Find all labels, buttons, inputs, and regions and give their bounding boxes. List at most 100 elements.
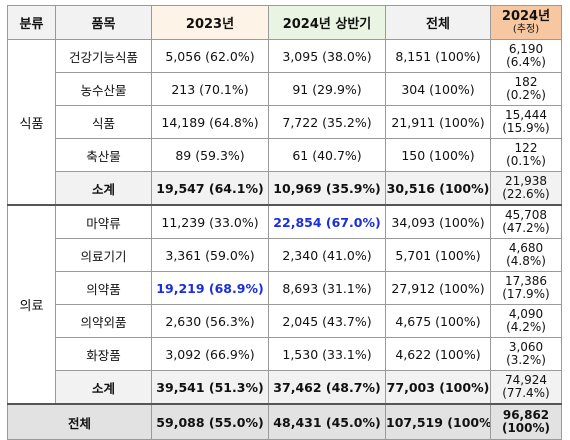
item-cell: 소계 <box>55 370 152 405</box>
item-cell: 소계 <box>55 171 152 206</box>
value-2024-h1: 3,095 (38.0%) <box>268 39 386 73</box>
value-2024-h1: 2,045 (43.7%) <box>268 304 386 338</box>
value-total: 150 (100%) <box>385 138 491 172</box>
value-2024-h1: 91 (29.9%) <box>268 72 386 106</box>
value-total: 4,675 (100%) <box>385 304 491 338</box>
estimate-count: 21,938 <box>505 174 547 188</box>
table-row: 의료 마약류 11,239 (33.0%) 22,854 (67.0%) 34,… <box>7 204 562 405</box>
value-total: 304 (100%) <box>385 72 491 106</box>
item-cell: 건강기능식품 <box>55 39 152 73</box>
value-total: 27,912 (100%) <box>385 271 491 305</box>
header-2023: 2023년 <box>151 5 269 40</box>
grand-total-2024-h1: 48,431 (45.0%) <box>268 403 386 440</box>
value-2023: 89 (59.3%) <box>151 138 269 172</box>
value-2023: 213 (70.1%) <box>151 72 269 106</box>
estimate-share: (3.2%) <box>506 353 546 367</box>
value-2024-h1: 61 (40.7%) <box>268 138 386 172</box>
header-2024-estimate-year: 2024년 <box>501 8 551 24</box>
value-2023: 2,630 (56.3%) <box>151 304 269 338</box>
estimate-count: 6,190 <box>508 42 544 56</box>
value-2024-estimate: 6,190 (6.4%) <box>490 39 562 73</box>
header-2024-estimate-note: (추정) <box>512 23 540 35</box>
value-2023-highlight: 19,219 (68.9%) <box>151 271 269 305</box>
value-2024-estimate: 4,090 (4.2%) <box>490 304 562 338</box>
grand-total-label: 전체 <box>7 403 152 440</box>
value-total: 34,093 (100%) <box>385 204 491 239</box>
value-total: 8,151 (100%) <box>385 39 491 73</box>
item-cell: 의약품 <box>55 271 152 305</box>
estimate-count: 4,680 <box>508 241 544 255</box>
value-total: 77,003 (100%) <box>385 370 491 405</box>
item-cell: 화장품 <box>55 337 152 371</box>
estimate-count: 96,862 <box>502 408 550 422</box>
value-2023: 5,056 (62.0%) <box>151 39 269 73</box>
value-2024-estimate: 17,386 (17.9%) <box>490 271 562 305</box>
estimate-count: 122 <box>514 141 538 155</box>
estimate-count: 74,924 <box>505 373 547 387</box>
estimate-share: (22.6%) <box>502 187 550 201</box>
value-2024-h1-highlight: 22,854 (67.0%) <box>268 204 386 239</box>
header-2024-h1: 2024년 상반기 <box>268 5 386 40</box>
table-row: 농수산물 213 (70.1%) 91 (29.9%) 304 (100%) 1… <box>8 72 562 106</box>
estimate-share: (47.2%) <box>502 221 550 235</box>
value-2024-estimate: 122 (0.1%) <box>490 138 562 172</box>
estimate-count: 182 <box>514 75 538 89</box>
estimate-share: (100%) <box>501 421 551 435</box>
grand-total-total: 107,519 (100%) <box>385 403 491 440</box>
value-2024-estimate: 15,444 (15.9%) <box>490 105 562 139</box>
item-cell: 마약류 <box>55 204 152 239</box>
value-2024-estimate: 182 (0.2%) <box>490 72 562 106</box>
table-row: 식품 건강기능식품 5,056 (62.0%) 3,095 (38.0%) 8,… <box>7 39 562 206</box>
table-row: 축산물 89 (59.3%) 61 (40.7%) 150 (100%) 122… <box>8 138 562 172</box>
subtotal-row-food: 소계 19,547 (64.1%) 10,969 (35.9%) 30,516 … <box>8 171 562 206</box>
item-cell: 의료기기 <box>55 238 152 272</box>
group-label-food: 식품 <box>7 39 56 206</box>
estimate-count: 3,060 <box>508 340 544 354</box>
item-cell: 축산물 <box>55 138 152 172</box>
grand-total-2024-estimate: 96,862 (100%) <box>490 403 562 440</box>
value-2023: 3,092 (66.9%) <box>151 337 269 371</box>
value-total: 30,516 (100%) <box>385 171 491 206</box>
subtotal-row-medical: 소계 39,541 (51.3%) 37,462 (48.7%) 77,003 … <box>8 370 562 405</box>
estimate-share: (4.8%) <box>506 254 546 268</box>
value-2024-h1: 2,340 (41.0%) <box>268 238 386 272</box>
estimate-count: 45,708 <box>505 208 547 222</box>
table-row: 화장품 3,092 (66.9%) 1,530 (33.1%) 4,622 (1… <box>8 337 562 371</box>
group-label-medical: 의료 <box>7 204 56 405</box>
value-2023: 39,541 (51.3%) <box>151 370 269 405</box>
value-2024-estimate: 4,680 (4.8%) <box>490 238 562 272</box>
value-2024-estimate: 21,938 (22.6%) <box>490 171 562 206</box>
estimate-share: (77.4%) <box>502 386 550 400</box>
estimate-share: (0.2%) <box>506 88 546 102</box>
value-2023: 3,361 (59.0%) <box>151 238 269 272</box>
value-2023: 19,547 (64.1%) <box>151 171 269 206</box>
table-row: 식품 14,189 (64.8%) 7,722 (35.2%) 21,911 (… <box>8 105 562 139</box>
header-row: 분류 품목 2023년 2024년 상반기 전체 2024년 (추정) <box>7 5 562 40</box>
estimate-count: 4,090 <box>508 307 544 321</box>
header-item: 품목 <box>55 5 152 40</box>
table-row: 의약외품 2,630 (56.3%) 2,045 (43.7%) 4,675 (… <box>8 304 562 338</box>
estimate-count: 15,444 <box>505 108 547 122</box>
value-2023: 11,239 (33.0%) <box>151 204 269 239</box>
value-total: 21,911 (100%) <box>385 105 491 139</box>
header-category: 분류 <box>7 5 56 40</box>
item-cell: 식품 <box>55 105 152 139</box>
value-2024-h1: 10,969 (35.9%) <box>268 171 386 206</box>
grand-total-row: 전체 59,088 (55.0%) 48,431 (45.0%) 107,519… <box>7 403 562 440</box>
header-total: 전체 <box>385 5 491 40</box>
data-table: 분류 품목 2023년 2024년 상반기 전체 2024년 (추정) 식품 건… <box>7 5 562 440</box>
header-2024-estimate: 2024년 (추정) <box>490 5 562 40</box>
estimate-share: (17.9%) <box>502 287 550 301</box>
value-2024-h1: 8,693 (31.1%) <box>268 271 386 305</box>
value-2024-h1: 7,722 (35.2%) <box>268 105 386 139</box>
value-2024-estimate: 45,708 (47.2%) <box>490 204 562 239</box>
value-2024-estimate: 74,924 (77.4%) <box>490 370 562 405</box>
item-cell: 의약외품 <box>55 304 152 338</box>
estimate-share: (6.4%) <box>506 55 546 69</box>
value-2024-estimate: 3,060 (3.2%) <box>490 337 562 371</box>
item-cell: 농수산물 <box>55 72 152 106</box>
value-total: 5,701 (100%) <box>385 238 491 272</box>
table-row: 의약품 19,219 (68.9%) 8,693 (31.1%) 27,912 … <box>8 271 562 305</box>
value-2023: 14,189 (64.8%) <box>151 105 269 139</box>
estimate-count: 17,386 <box>505 274 547 288</box>
